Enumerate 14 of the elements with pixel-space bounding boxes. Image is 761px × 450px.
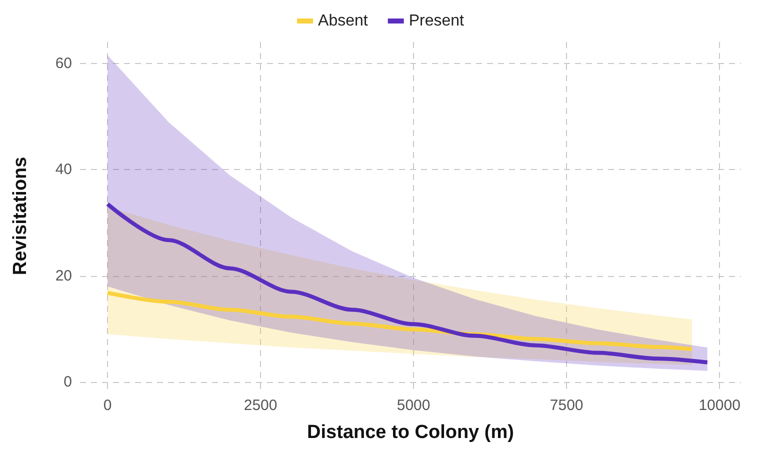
line-series: [106, 290, 694, 352]
legend-label: Absent: [318, 12, 368, 30]
x-axis-title: Distance to Colony (m): [307, 422, 514, 443]
x-tick-label: 5000: [396, 397, 430, 414]
y-tick-label: 20: [55, 267, 72, 284]
x-tick-label: 10000: [698, 397, 740, 414]
y-tick-label: 40: [55, 161, 72, 178]
x-tick-label: 0: [103, 397, 112, 414]
x-tick-label: 2500: [244, 397, 278, 414]
legend-label: Present: [408, 12, 465, 30]
x-tick-label: 7500: [550, 397, 584, 414]
y-tick-label: 60: [55, 54, 72, 72]
y-tick-label: 0: [64, 374, 72, 391]
y-axis-title: Revisitations: [10, 156, 31, 276]
